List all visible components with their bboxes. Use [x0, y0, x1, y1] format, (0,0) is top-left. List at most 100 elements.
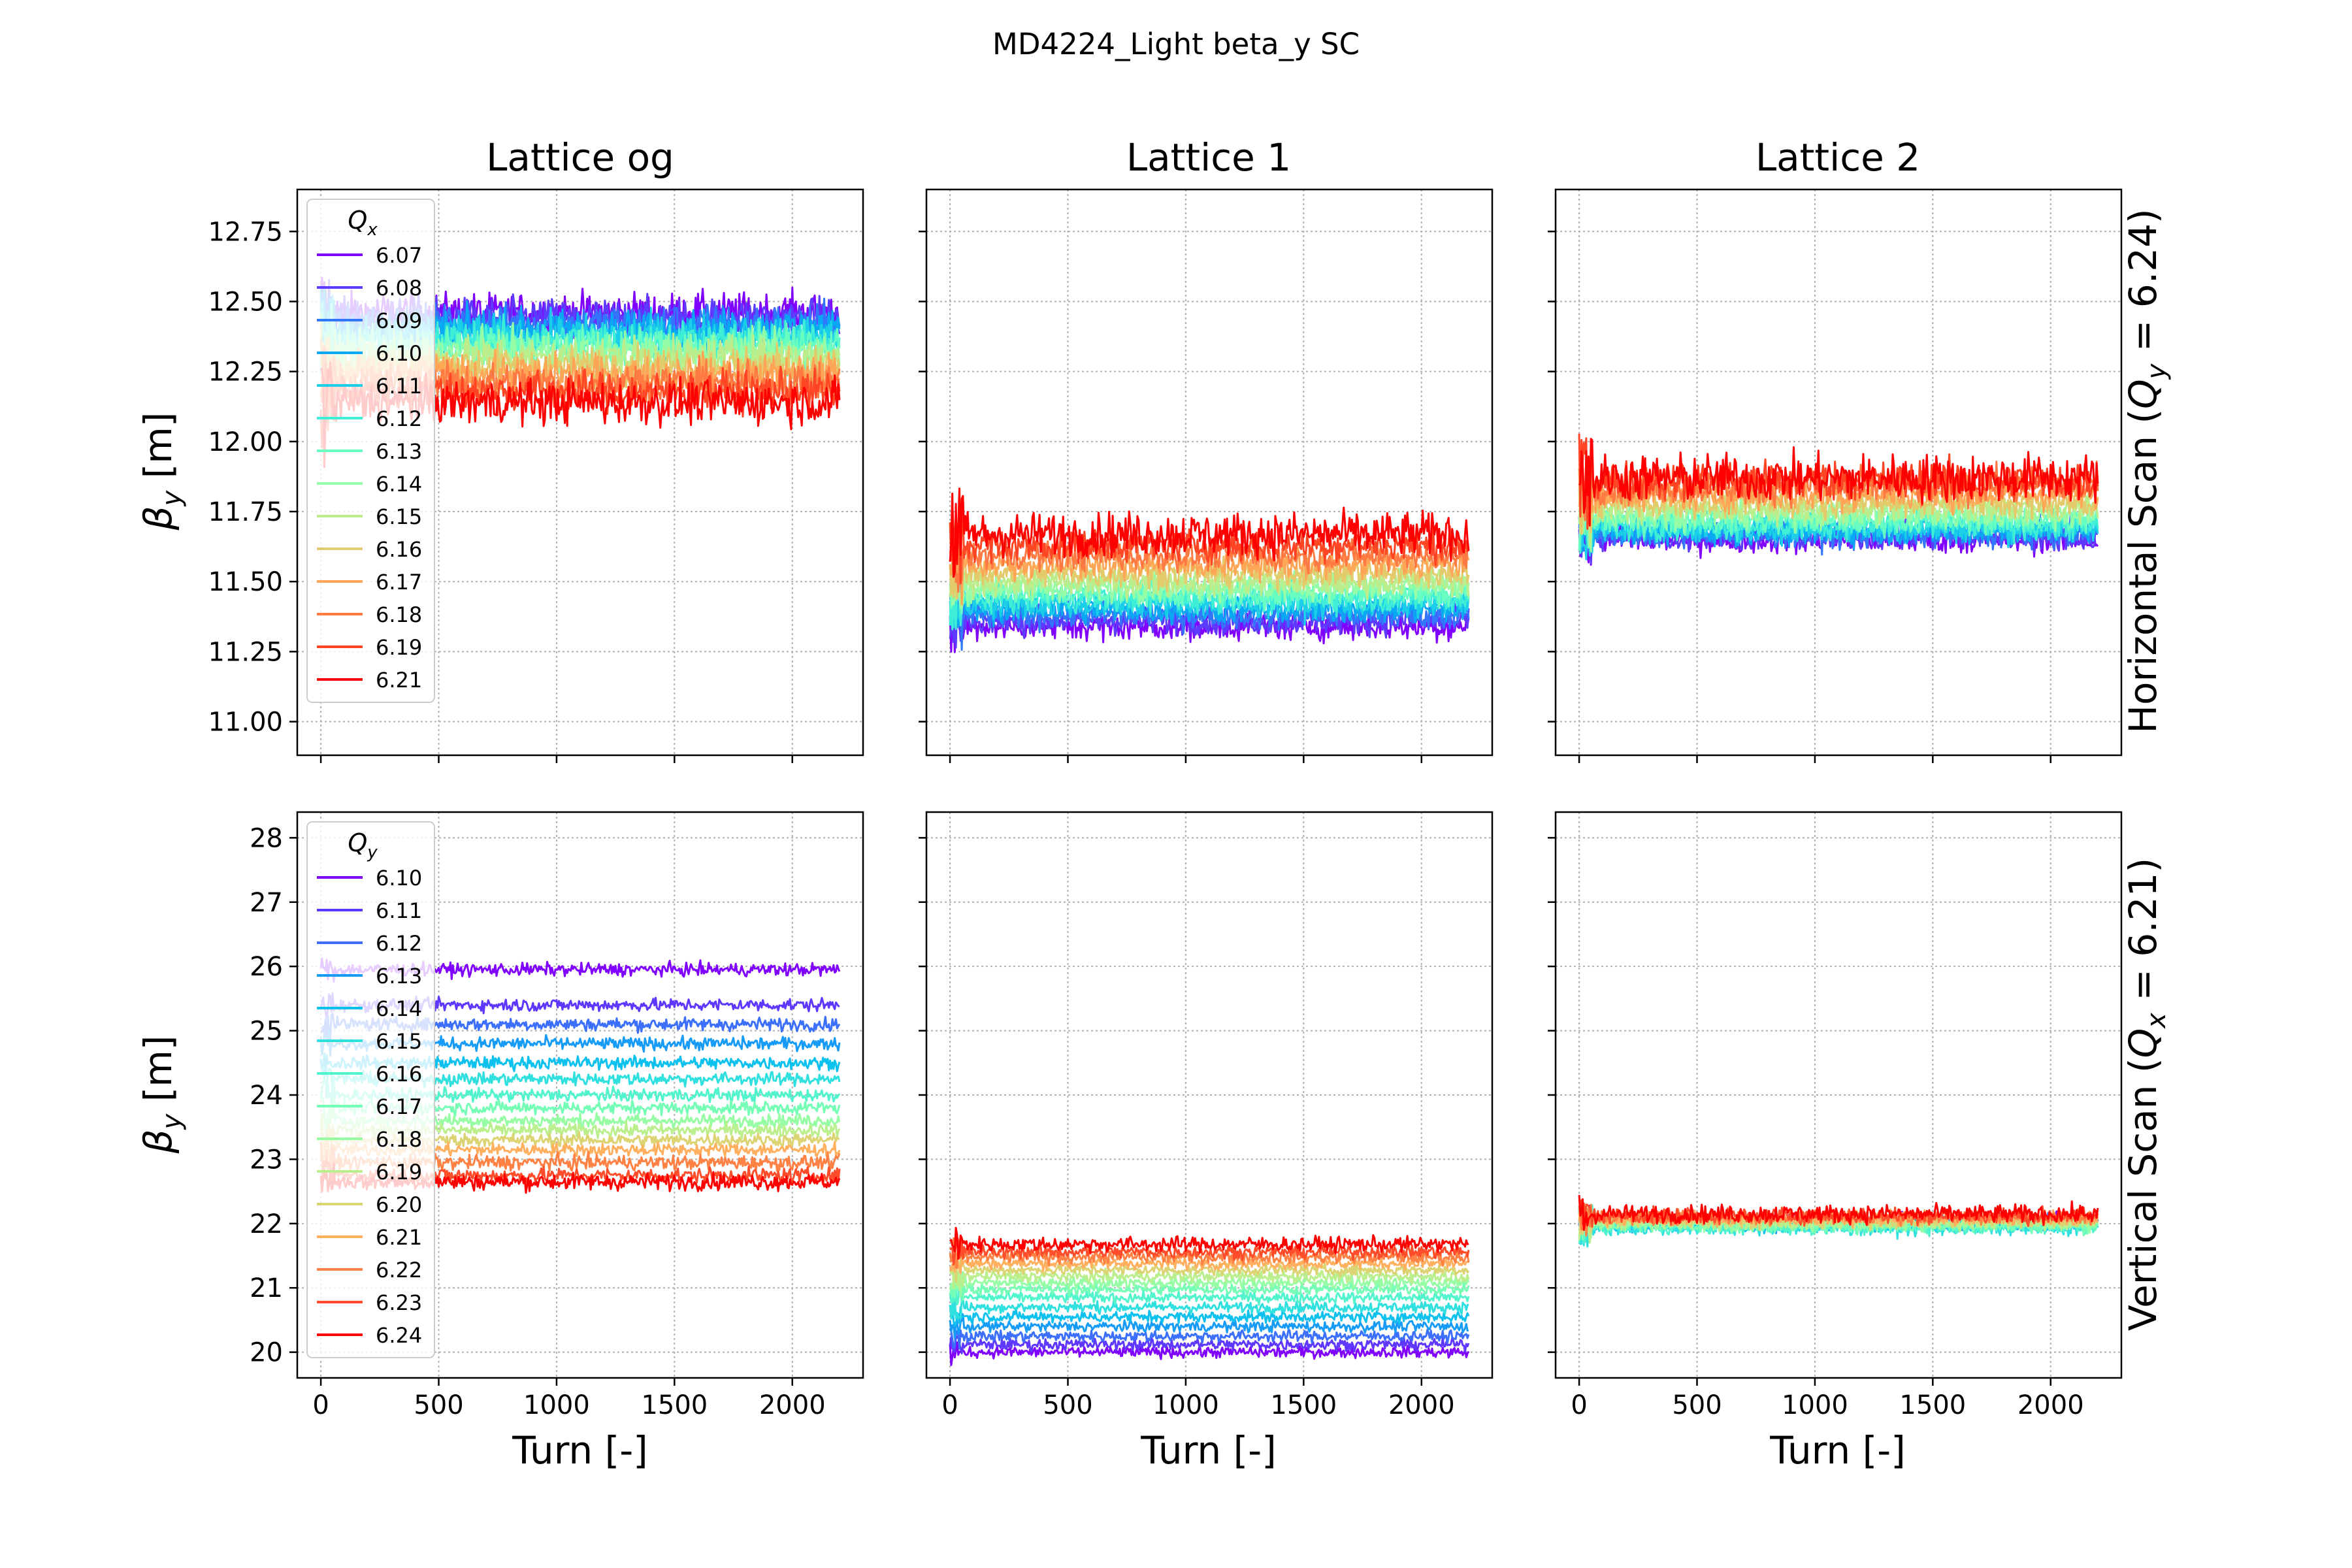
column-title-lattice-og: Lattice og: [486, 135, 674, 180]
row-label-vertical-scan: Vertical Scan (Qx = 6.21): [2121, 858, 2172, 1331]
series-line-6.08: [949, 583, 1470, 649]
legend-label: 6.17: [376, 1094, 422, 1119]
series-line-6.15: [949, 1294, 1469, 1320]
ticks: 11.00 11.25 11.50 11.75 12.00 12.25 12.50 12.75: [208, 217, 793, 763]
y-tick-label: 27: [250, 888, 283, 918]
legend-label: 6.17: [376, 570, 422, 595]
legend-label: 6.14: [376, 996, 422, 1021]
subplot-r1-c1: 0 500 1000 1500 2000: [919, 811, 1494, 1420]
series-line-6.11: [949, 1332, 1470, 1354]
x-tick-label: 0: [312, 1390, 329, 1420]
y-tick-label: 11.00: [208, 708, 283, 738]
series-line-6.13: [949, 569, 1470, 614]
legend-label: 6.21: [376, 668, 422, 693]
y-tick-label: 11.75: [208, 497, 283, 527]
legend-label: 6.18: [376, 1127, 422, 1152]
series-line-6.21: [1578, 438, 2099, 527]
series-line-6.14: [949, 1304, 1470, 1328]
x-tick-label: 0: [1571, 1390, 1587, 1420]
series-group: [949, 487, 1470, 653]
y-tick-label: 25: [250, 1017, 283, 1047]
legend-label: 6.15: [376, 1029, 422, 1054]
legend-label: 6.15: [376, 504, 422, 529]
legend-label: 6.22: [376, 1258, 422, 1282]
grid-lines: [926, 189, 1492, 755]
y-tick-label: 11.50: [208, 567, 283, 597]
legend-label: 6.13: [376, 964, 422, 988]
subplot-r0-c2: [1548, 188, 2123, 763]
x-tick-label: 1000: [523, 1390, 590, 1420]
x-tick-label: 500: [1672, 1390, 1722, 1420]
legend-title: Qy: [348, 828, 378, 862]
x-tick-label: 500: [1043, 1390, 1092, 1420]
column-title-lattice-2: Lattice 2: [1756, 135, 1920, 180]
series-line-6.12: [949, 1328, 1470, 1350]
y-tick-label: 11.25: [208, 637, 283, 667]
legend-label: 6.08: [376, 276, 422, 301]
y-tick-label: 12.00: [208, 427, 283, 457]
y-tick-label: 24: [250, 1081, 283, 1111]
legend-label: 6.12: [376, 931, 422, 956]
series-line-6.10: [949, 1341, 1470, 1366]
series-line-6.19: [949, 1259, 1470, 1291]
series-line-6.16: [949, 1280, 1470, 1306]
legend-label: 6.24: [376, 1323, 422, 1348]
legend-label: 6.16: [376, 1062, 422, 1086]
x-axis-label-col-2: Turn [-]: [1769, 1428, 1906, 1473]
y-tick-label: 12.50: [208, 287, 283, 317]
ticks: [919, 231, 1422, 763]
series-line-6.21: [949, 487, 1470, 578]
legend-label: 6.19: [376, 635, 422, 660]
column-title-lattice-1: Lattice 1: [1126, 135, 1291, 180]
axes-frame: [925, 188, 1494, 757]
series-line-6.15: [1578, 484, 2099, 547]
legend-label: 6.11: [376, 374, 422, 399]
series-line-6.19: [1578, 433, 2099, 531]
x-tick-label: 500: [414, 1390, 463, 1420]
x-tick-label: 2000: [2017, 1390, 2084, 1420]
subplot-grid: 11.00 11.25 11.50 11.75 12.00 12.25 12.50 12.75…: [208, 188, 2123, 1420]
x-tick-label: 1500: [1270, 1390, 1337, 1420]
legend: Qy 6.10 6.11 6.12 6.13 6.14 6.15 6.16 6.17 6.18 6.…: [306, 821, 435, 1358]
ticks: 0 500 1000 1500 2000 20 21 22 23 24 25 26 27 28: [250, 823, 826, 1420]
series-line-6.20: [949, 1254, 1470, 1283]
legend-label: 6.16: [376, 537, 422, 562]
legend-label: 6.21: [376, 1225, 422, 1250]
series-line-6.17: [949, 541, 1470, 606]
y-tick-label: 28: [250, 823, 283, 853]
legend-label: 6.09: [376, 308, 422, 333]
y-tick-label: 22: [250, 1209, 283, 1239]
x-tick-label: 0: [941, 1390, 958, 1420]
series-group: [1578, 1195, 2099, 1248]
grid-lines: [297, 189, 863, 755]
grid-lines: [1556, 189, 2121, 755]
x-axis-label-col-1: Turn [-]: [1140, 1428, 1277, 1473]
subplot-r0-c0: 11.00 11.25 11.50 11.75 12.00 12.25 12.50 12.75…: [208, 188, 864, 763]
x-tick-label: 1500: [641, 1390, 708, 1420]
y-tick-label: 12.25: [208, 357, 283, 387]
legend-label: 6.13: [376, 439, 422, 464]
y-tick-label: 20: [250, 1338, 283, 1368]
legend-label: 6.20: [376, 1192, 422, 1217]
ticks: 0 500 1000 1500 2000: [1548, 837, 2084, 1420]
grid-lines: [1556, 812, 2121, 1378]
figure-title: MD4224_Light beta_y SC: [992, 27, 1360, 61]
ticks: 0 500 1000 1500 2000: [919, 837, 1455, 1420]
x-tick-label: 1000: [1782, 1390, 1848, 1420]
legend-label: 6.10: [376, 866, 422, 890]
x-tick-label: 1500: [1899, 1390, 1966, 1420]
y-axis-label-bottom: βy [m]: [136, 1036, 187, 1154]
y-tick-label: 12.75: [208, 217, 283, 247]
y-tick-label: 23: [250, 1145, 283, 1175]
y-tick-label: 26: [250, 952, 283, 982]
legend: Qx 6.07 6.08 6.09 6.10 6.11 6.12 6.13 6.14 6.15 6.…: [306, 199, 435, 703]
subplot-r1-c2: 0 500 1000 1500 2000: [1548, 811, 2123, 1420]
legend-label: 6.10: [376, 341, 422, 366]
x-tick-label: 1000: [1152, 1390, 1219, 1420]
series-group: [1578, 433, 2099, 566]
series-line-6.24: [1578, 1195, 2099, 1232]
legend-label: 6.14: [376, 472, 422, 497]
legend-label: 6.18: [376, 602, 422, 627]
series-group: [949, 1226, 1470, 1366]
